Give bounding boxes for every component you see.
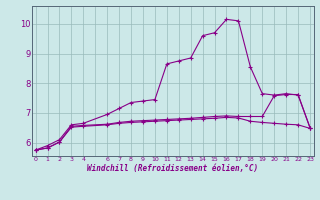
X-axis label: Windchill (Refroidissement éolien,°C): Windchill (Refroidissement éolien,°C)	[87, 164, 258, 173]
